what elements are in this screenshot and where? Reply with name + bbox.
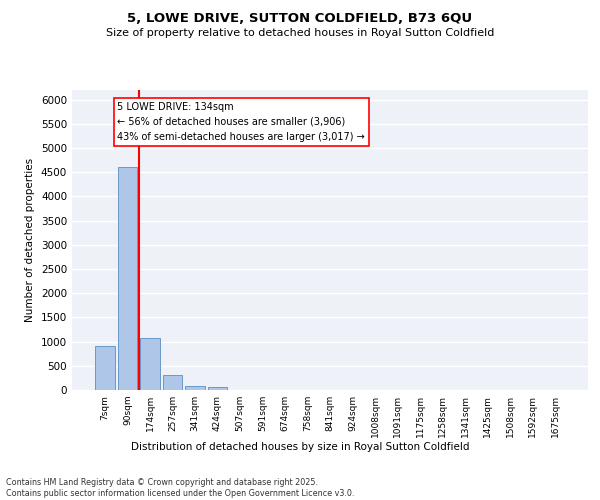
Bar bbox=[95, 346, 115, 390]
Bar bbox=[140, 338, 160, 390]
Text: Size of property relative to detached houses in Royal Sutton Coldfield: Size of property relative to detached ho… bbox=[106, 28, 494, 38]
Text: 5 LOWE DRIVE: 134sqm
← 56% of detached houses are smaller (3,906)
43% of semi-de: 5 LOWE DRIVE: 134sqm ← 56% of detached h… bbox=[118, 102, 365, 142]
Bar bbox=[163, 376, 182, 390]
Y-axis label: Number of detached properties: Number of detached properties bbox=[25, 158, 35, 322]
Text: 5, LOWE DRIVE, SUTTON COLDFIELD, B73 6QU: 5, LOWE DRIVE, SUTTON COLDFIELD, B73 6QU bbox=[127, 12, 473, 26]
Bar bbox=[208, 387, 227, 390]
Text: Distribution of detached houses by size in Royal Sutton Coldfield: Distribution of detached houses by size … bbox=[131, 442, 469, 452]
Bar bbox=[118, 168, 137, 390]
Bar bbox=[185, 386, 205, 390]
Text: Contains HM Land Registry data © Crown copyright and database right 2025.
Contai: Contains HM Land Registry data © Crown c… bbox=[6, 478, 355, 498]
